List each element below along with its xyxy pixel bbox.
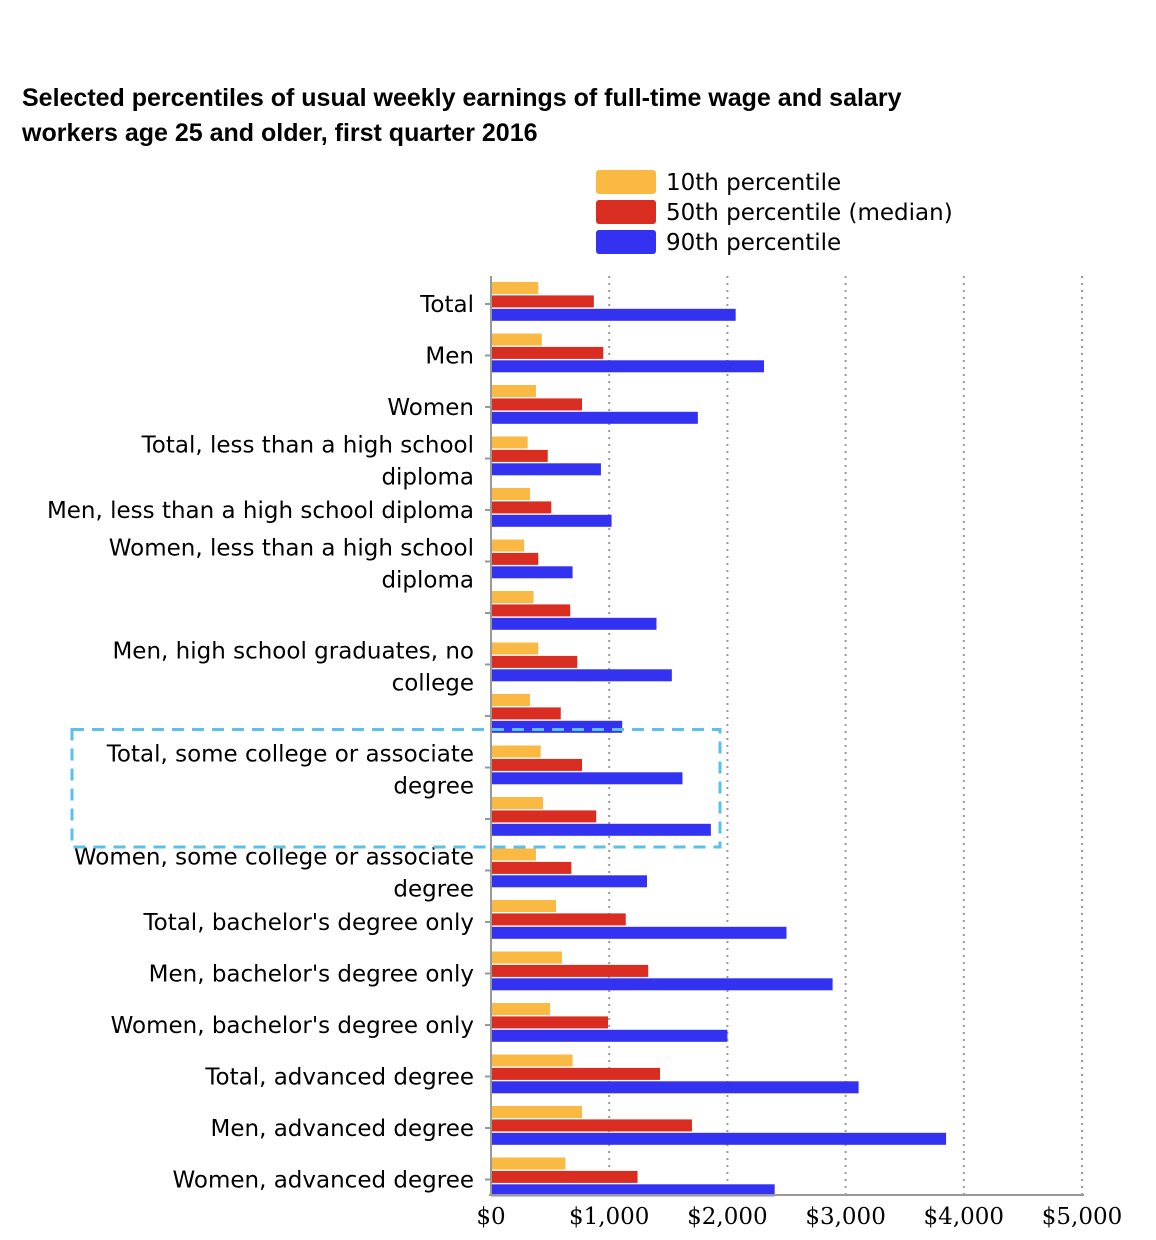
bars — [491, 282, 947, 1197]
category-label-8-line-1: Men, high school graduates, no — [112, 639, 474, 665]
bar-13-series-1 — [491, 900, 557, 912]
bar-6-series-3 — [491, 566, 573, 579]
chart-title-line-1: Selected percentiles of usual weekly ear… — [22, 84, 902, 112]
legend-swatch-2 — [596, 200, 656, 224]
bar-10-series-2 — [491, 758, 583, 771]
bar-7-series-1 — [491, 591, 534, 603]
bar-11-series-2 — [491, 810, 597, 823]
bar-15-series-2 — [491, 1016, 609, 1029]
bar-1-series-3 — [491, 308, 736, 321]
bar-3-series-3 — [491, 411, 698, 424]
bar-15-series-3 — [491, 1029, 728, 1042]
bar-3-series-2 — [491, 398, 583, 411]
bar-12-series-2 — [491, 861, 572, 874]
bar-9-series-2 — [491, 707, 561, 720]
bar-5-series-3 — [491, 514, 612, 527]
bar-15-series-1 — [491, 1003, 551, 1015]
bar-13-series-3 — [491, 926, 787, 939]
bar-9-series-1 — [491, 694, 531, 706]
bar-11-series-1 — [491, 797, 544, 809]
bar-17-series-3 — [491, 1132, 947, 1145]
bar-8-series-3 — [491, 669, 672, 682]
bar-7-series-3 — [491, 617, 657, 630]
x-tick-label-3: $3,000 — [805, 1204, 885, 1230]
x-tick-label-0: $0 — [476, 1204, 505, 1230]
bar-11-series-3 — [491, 823, 711, 836]
bar-12-series-3 — [491, 875, 648, 888]
bar-5-series-2 — [491, 501, 552, 514]
category-label-6-line-2: diploma — [381, 568, 474, 594]
bar-14-series-3 — [491, 978, 833, 991]
bar-8-series-1 — [491, 642, 539, 655]
legend: 10th percentile 50th percentile (median) 9… — [596, 170, 953, 256]
bar-12-series-1 — [491, 848, 536, 861]
x-tick-label-2: $2,000 — [687, 1204, 767, 1230]
category-label-1: Total — [419, 292, 474, 318]
bar-1-series-1 — [491, 282, 539, 294]
bar-4-series-1 — [491, 436, 528, 449]
bar-13-series-2 — [491, 913, 626, 926]
bar-6-series-2 — [491, 552, 539, 565]
bar-2-series-2 — [491, 346, 604, 359]
bar-17-series-2 — [491, 1119, 692, 1132]
category-label-3: Women — [387, 395, 474, 421]
category-label-15: Women, bachelor's degree only — [111, 1013, 474, 1039]
category-label-14: Men, bachelor's degree only — [149, 962, 474, 988]
category-label-4-line-1: Total, less than a high school — [141, 433, 474, 459]
x-tick-labels: $0 $1,000 $2,000 $3,000 $4,000 $5,000 — [476, 1204, 1122, 1230]
legend-label-2: 50th percentile (median) — [666, 200, 953, 226]
category-label-5: Men, less than a high school diploma — [47, 498, 474, 524]
bar-18-series-1 — [491, 1157, 566, 1170]
bar-4-series-3 — [491, 463, 601, 476]
bar-16-series-2 — [491, 1067, 661, 1080]
bar-2-series-3 — [491, 360, 765, 373]
category-label-18: Women, advanced degree — [172, 1168, 474, 1194]
bar-18-series-3 — [491, 1184, 775, 1197]
bar-2-series-1 — [491, 333, 542, 346]
category-label-13: Total, bachelor's degree only — [142, 910, 474, 936]
bar-6-series-1 — [491, 539, 525, 552]
legend-swatch-1 — [596, 170, 656, 194]
x-tick-label-1: $1,000 — [569, 1204, 649, 1230]
category-label-2: Men — [425, 344, 474, 370]
bar-16-series-3 — [491, 1081, 859, 1094]
category-label-10-line-2: degree — [393, 774, 474, 800]
axes — [485, 276, 1084, 1196]
category-label-12-line-1: Women, some college or associate — [74, 845, 474, 871]
bar-10-series-3 — [491, 772, 683, 785]
bar-14-series-2 — [491, 964, 649, 977]
legend-label-3: 90th percentile — [666, 230, 841, 256]
category-label-6-line-1: Women, less than a high school — [109, 536, 474, 562]
bar-17-series-1 — [491, 1106, 583, 1118]
legend-label-1: 10th percentile — [666, 170, 841, 196]
bar-7-series-2 — [491, 604, 571, 617]
bar-1-series-2 — [491, 295, 594, 308]
x-tick-label-5: $5,000 — [1042, 1204, 1122, 1230]
legend-swatch-3 — [596, 230, 656, 254]
category-label-10-line-1: Total, some college or associate — [106, 742, 474, 768]
category-label-17: Men, advanced degree — [211, 1116, 474, 1142]
category-label-12-line-2: degree — [393, 877, 474, 903]
category-label-8-line-2: college — [392, 671, 474, 697]
highlight-box — [70, 728, 722, 849]
bar-18-series-2 — [491, 1170, 638, 1183]
category-label-16: Total, advanced degree — [204, 1065, 474, 1091]
category-labels: Total Men Women Total, less than a high sch… — [47, 292, 474, 1194]
bar-10-series-1 — [491, 745, 541, 758]
bar-8-series-2 — [491, 655, 578, 668]
x-tick-label-4: $4,000 — [924, 1204, 1004, 1230]
bar-14-series-1 — [491, 951, 562, 964]
bar-16-series-1 — [491, 1054, 573, 1067]
bar-4-series-2 — [491, 449, 548, 462]
bar-5-series-1 — [491, 488, 531, 500]
category-label-4-line-2: diploma — [381, 465, 474, 491]
bar-3-series-1 — [491, 385, 536, 397]
chart-title-line-2: workers age 25 and older, first quarter … — [21, 119, 538, 147]
